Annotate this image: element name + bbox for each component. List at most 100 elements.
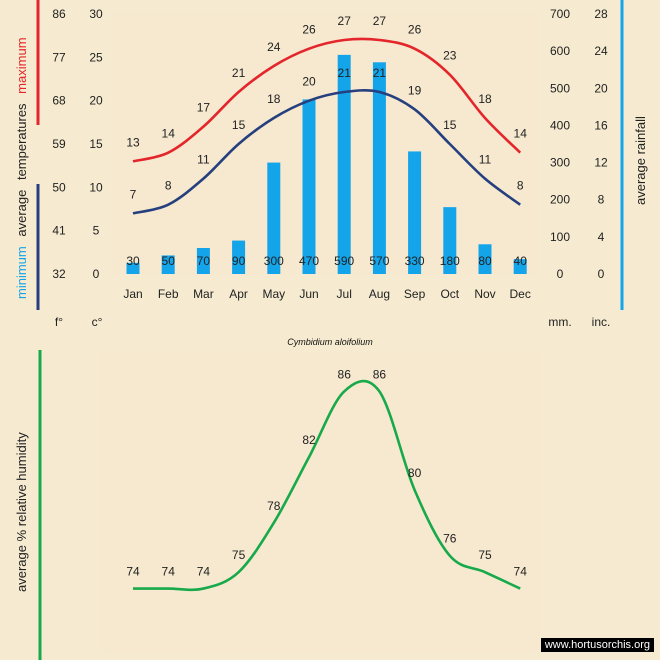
rainfall-bar [513,259,527,274]
tick-fahrenheit: 41 [52,224,66,238]
tick-inches: 28 [594,7,608,21]
rainfall-value-label: 330 [405,254,425,268]
minimum-temperature-line [132,89,521,215]
maximum-value-label: 13 [126,135,140,149]
tick-inches: 4 [598,230,605,244]
tick-fahrenheit: 86 [52,7,66,21]
tick-mm: 200 [550,193,570,207]
tick-celsius: 20 [89,94,103,108]
maximum-value-label: 27 [373,14,387,28]
tick-inches: 20 [594,81,608,95]
minimum-value-label: 15 [232,118,246,132]
tick-inches: 16 [594,118,608,132]
tick-celsius: 5 [93,224,100,238]
tick-fahrenheit: 50 [52,180,66,194]
tick-mm: 400 [550,118,570,132]
maximum-value-label: 17 [197,101,211,115]
rainfall-value-label: 70 [197,254,211,268]
month-label: Aug [369,287,390,301]
minimum-value-label: 11 [479,153,492,167]
average-label: average [14,190,29,237]
humidity-value-label: 76 [443,532,457,546]
minimum-value-label: 21 [338,66,352,80]
tick-fahrenheit: 68 [52,94,66,108]
unit-mm: mm. [548,315,571,329]
rainfall-value-label: 50 [162,254,176,268]
maximum-value-label: 26 [408,23,422,37]
humidity-line-path [133,379,521,592]
temp-rain-plot-area [112,14,538,274]
tick-mm: 300 [550,156,570,170]
minimum-value-label: 20 [302,75,316,89]
humidity-value-label: 75 [232,548,246,562]
minimum-value-label: 15 [443,118,457,132]
maximum-temperature-line [132,37,522,163]
rainfall-bar [232,240,246,274]
rainfall-value-label: 300 [264,254,284,268]
rainfall-bar [372,62,386,275]
minimum-value-label: 7 [130,187,137,201]
tick-celsius: 15 [89,137,103,151]
minimum-value-label: 11 [197,153,210,167]
watermark: www.hortusorchis.org [540,638,654,652]
tick-celsius: 25 [89,50,103,64]
tick-mm: 600 [550,44,570,58]
rainfall-bars: 30 50 70 90 300 470 590 570 330 180 80 40 [126,54,528,275]
rainfall-bar [302,99,316,274]
maximum-value-label: 27 [338,14,352,28]
maximum-value-label: 23 [443,49,457,63]
rainfall-value-label: 180 [440,254,460,268]
tick-mm: 500 [550,81,570,95]
month-label: May [262,287,285,301]
unit-celsius: c° [92,315,103,329]
rainfall-bar [161,255,175,274]
rainfall-bar [408,151,422,274]
minimum-value-label: 18 [267,92,281,106]
tick-mm: 700 [550,7,570,21]
minimum-label: minimum [14,246,29,299]
maximum-value-label: 24 [267,40,281,54]
humidity-value-label: 78 [267,499,281,513]
month-label: Oct [440,287,459,301]
rainfall-value-label: 40 [514,254,528,268]
axis-ticks: 0510152025303241505968778601002003004005… [52,7,608,301]
month-label: Dec [510,287,531,301]
rainfall-value-label: 80 [478,254,492,268]
tick-celsius: 0 [93,267,100,281]
minimum-value-label: 21 [373,66,387,80]
maximum-value-label: 26 [302,23,316,37]
tick-mm: 100 [550,230,570,244]
minimum-value-label: 19 [408,83,422,97]
humidity-value-label: 74 [514,565,528,579]
minimum-value-label: 8 [165,179,172,193]
month-label: Jun [299,287,318,301]
temperatures-label: temperatures [14,103,29,180]
humidity-line: 74 74 74 75 78 82 86 86 80 76 75 74 [126,367,528,592]
humidity-value-label: 74 [162,565,176,579]
tick-celsius: 30 [89,7,103,21]
rainfall-bar [196,248,210,274]
humidity-value-label: 86 [338,367,352,381]
humidity-value-label: 74 [126,565,140,579]
tick-inches: 0 [598,267,605,281]
tick-inches: 8 [598,193,605,207]
maximum-value-label: 18 [478,92,492,106]
humidity-value-label: 86 [373,367,387,381]
species-caption: Cymbidium aloifolium [287,337,373,347]
month-label: Mar [193,287,214,301]
humidity-value-label: 82 [302,433,316,447]
maximum-value-label: 14 [514,127,528,141]
rainfall-bar [337,54,351,274]
month-label: Feb [158,287,179,301]
temperature-lines: 13 14 17 21 24 26 27 27 26 23 18 14 7 8 11 15 18 20 21 21 19… [126,14,528,215]
month-label: Sep [404,287,426,301]
rainfall-bar [126,262,140,274]
month-label: Jan [123,287,142,301]
tick-inches: 12 [594,156,608,170]
unit-inches: inc. [592,315,611,329]
rainfall-value-label: 570 [369,254,389,268]
tick-mm: 0 [557,267,564,281]
tick-inches: 24 [594,44,608,58]
